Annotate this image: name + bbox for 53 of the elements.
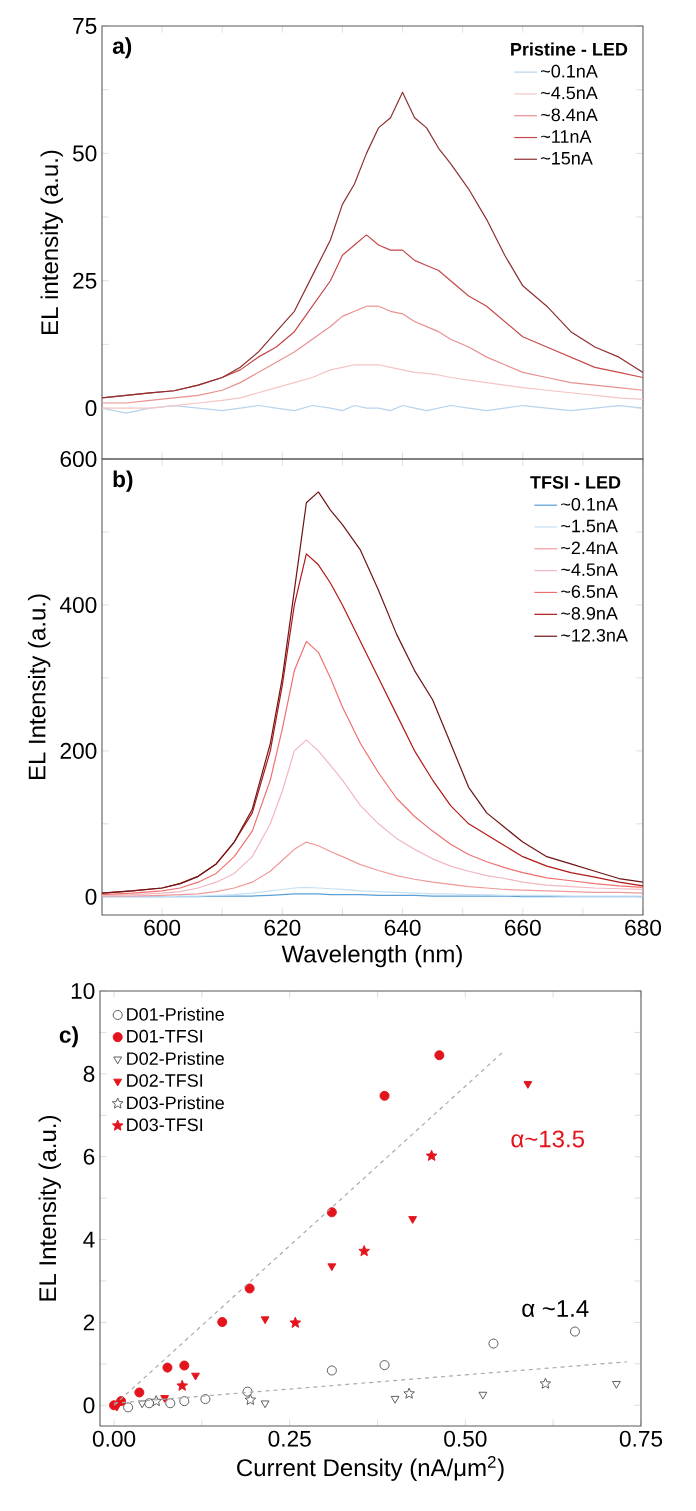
legend-label: ~1.5nA [561, 519, 618, 533]
legend-label: ~11nA [541, 130, 592, 143]
y-tick-label: 2 [83, 1314, 95, 1331]
y-axis-title: EL intensity (a.u.) [40, 150, 63, 334]
y-tick-label: 25 [73, 272, 97, 289]
legend-label: ~12.3nA [561, 628, 628, 642]
y-tick-label: 0 [83, 1397, 95, 1414]
legend-label: D02-Pristine [127, 1051, 224, 1065]
y-tick-label: 0 [85, 400, 97, 417]
legend-label: D01-TFSI [127, 1029, 203, 1043]
y-tick-label: 200 [60, 742, 97, 759]
y-tick-label: 75 [73, 18, 97, 34]
legend-label: ~15nA [541, 152, 593, 165]
legend-label: ~0.1nA [561, 497, 618, 511]
legend-label: ~0.1nA [541, 64, 598, 78]
legend-label: D02-TFSI [127, 1074, 203, 1087]
legend-label: ~4.5nA [541, 86, 598, 100]
legend-label: ~6.5nA [561, 585, 618, 598]
legend-title: Pristine - LED [511, 42, 628, 56]
legend-label: ~4.5nA [561, 563, 618, 576]
x-tick-label: 640 [384, 919, 421, 936]
y-tick-label: 400 [59, 596, 97, 613]
x-axis-title: Wavelength (nm) [281, 944, 462, 968]
x-tick-label: 0.75 [619, 1430, 663, 1447]
y-tick-label: 600 [60, 450, 97, 468]
legend-label: ~8.4nA [541, 108, 598, 122]
annotation: α~13.5 [511, 1130, 585, 1148]
x-tick-label: 620 [264, 919, 301, 936]
legend-label: ~8.9nA [561, 607, 618, 620]
y-axis-title: EL Intensity (a.u.) [38, 1115, 61, 1301]
x-tick-label: 600 [144, 919, 181, 936]
legend-label: ~2.4nA [561, 541, 618, 555]
annotation: a) [112, 37, 132, 59]
y-tick-label: 4 [83, 1231, 95, 1248]
y-tick-label: 8 [83, 1065, 95, 1082]
x-axis-title: Current Density (nA/μm$^{2}$) [237, 1455, 504, 1481]
annotation: b) [113, 470, 133, 492]
y-tick-label: 10 [71, 982, 95, 1000]
legend-label: D03-TFSI [127, 1118, 203, 1132]
y-axis-title: EL Intensity (a.u.) [27, 594, 51, 780]
x-tick-label: 0.25 [268, 1430, 311, 1447]
x-tick-label: 0.50 [444, 1430, 487, 1447]
legend-label: D03-Pristine [127, 1096, 224, 1110]
text: c) [59, 1026, 78, 1048]
legend-label: D01-Pristine [127, 1007, 224, 1021]
x-tick-label: 660 [505, 919, 541, 936]
y-tick-label: 6 [83, 1148, 95, 1165]
y-tick-label: 50 [72, 145, 97, 162]
y-tick-label: 0 [85, 888, 97, 905]
x-tick-label: 0.00 [92, 1430, 136, 1447]
legend-title: TFSI - LED [530, 476, 621, 489]
annotation: α ~1.4 [522, 1300, 589, 1317]
x-tick-label: 680 [625, 919, 661, 936]
